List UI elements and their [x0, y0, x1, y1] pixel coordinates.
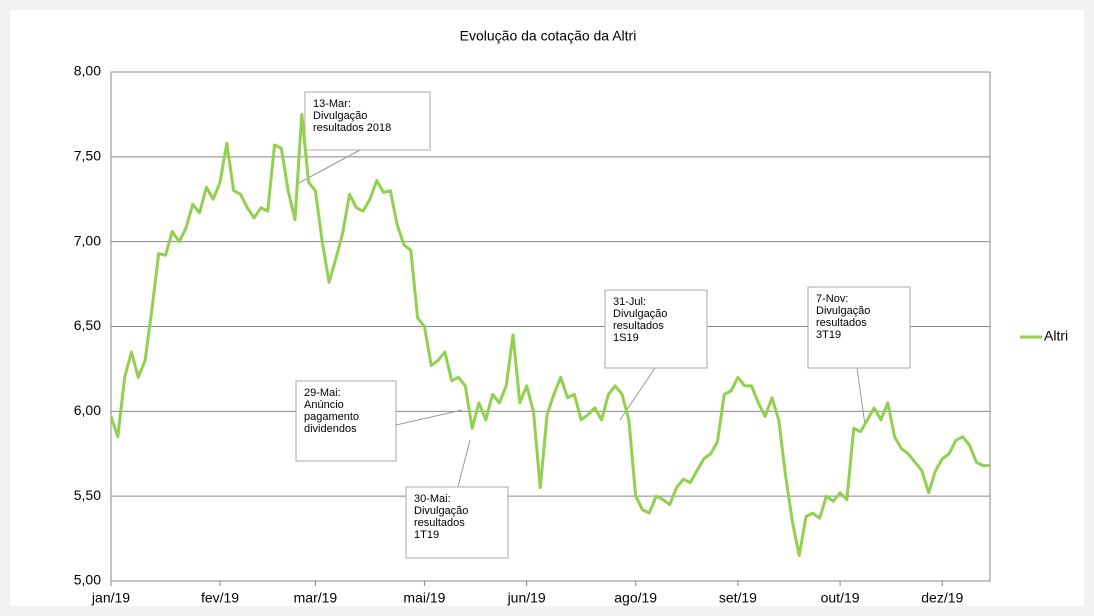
annotation-text: resultados	[816, 317, 867, 329]
annotation-text: resultados 2018	[313, 122, 391, 134]
x-tick-label: fev/19	[201, 590, 239, 606]
annotation-text: Anúncio	[304, 399, 344, 411]
y-tick-label: 7,50	[74, 148, 101, 164]
x-tick-label: jan/19	[91, 590, 130, 606]
annotation-text: 29-Mai:	[304, 387, 341, 399]
annotation-text: pagamento	[304, 411, 359, 423]
y-tick-label: 5,00	[74, 572, 101, 588]
annotation-text: Divulgação	[613, 308, 667, 320]
chart-area	[10, 10, 1084, 606]
annotation-box	[604, 289, 708, 369]
chart-title: Evolução da cotação da Altri	[460, 28, 637, 44]
plot-border	[110, 71, 991, 582]
annotation-text: Divulgação	[816, 305, 870, 317]
y-tick-label: 6,00	[74, 402, 101, 418]
annotation-box	[295, 380, 397, 462]
leader-line	[457, 439, 471, 488]
x-tick-label: out/19	[821, 590, 860, 606]
annotation-box	[304, 91, 431, 151]
leader-line	[856, 367, 866, 426]
legend-label: Altri	[1044, 328, 1068, 344]
x-tick-label: set/19	[719, 590, 757, 606]
annotation-text: 7-Nov:	[816, 293, 848, 305]
y-tick-label: 8,00	[74, 63, 101, 79]
annotation-text: Divulgação	[414, 505, 468, 517]
leader-line	[395, 409, 463, 426]
y-tick-label: 7,00	[74, 232, 101, 248]
annotation-text: 3T19	[816, 329, 841, 341]
x-tick-label: mar/19	[294, 590, 338, 606]
annotation-text: resultados	[613, 320, 664, 332]
annotation-text: 13-Mar:	[313, 98, 351, 110]
series-line	[109, 112, 990, 558]
annotation-text: 30-Mai:	[414, 493, 451, 505]
x-tick-label: ago/19	[614, 590, 657, 606]
annotation-text: 1T19	[414, 529, 439, 541]
annotation-text: dividendos	[304, 423, 357, 435]
y-tick-label: 5,50	[74, 487, 101, 503]
x-tick-label: jun/19	[507, 590, 546, 606]
annotation-text: resultados	[414, 517, 465, 529]
annotation-text: 1S19	[613, 332, 639, 344]
x-tick-label: dez/19	[921, 590, 963, 606]
annotation-box	[405, 486, 509, 559]
annotation-text: 31-Jul:	[613, 296, 646, 308]
y-tick-label: 6,50	[74, 317, 101, 333]
annotation-box	[807, 286, 911, 369]
x-tick-label: mai/19	[403, 590, 445, 606]
annotation-text: Divulgação	[313, 110, 367, 122]
